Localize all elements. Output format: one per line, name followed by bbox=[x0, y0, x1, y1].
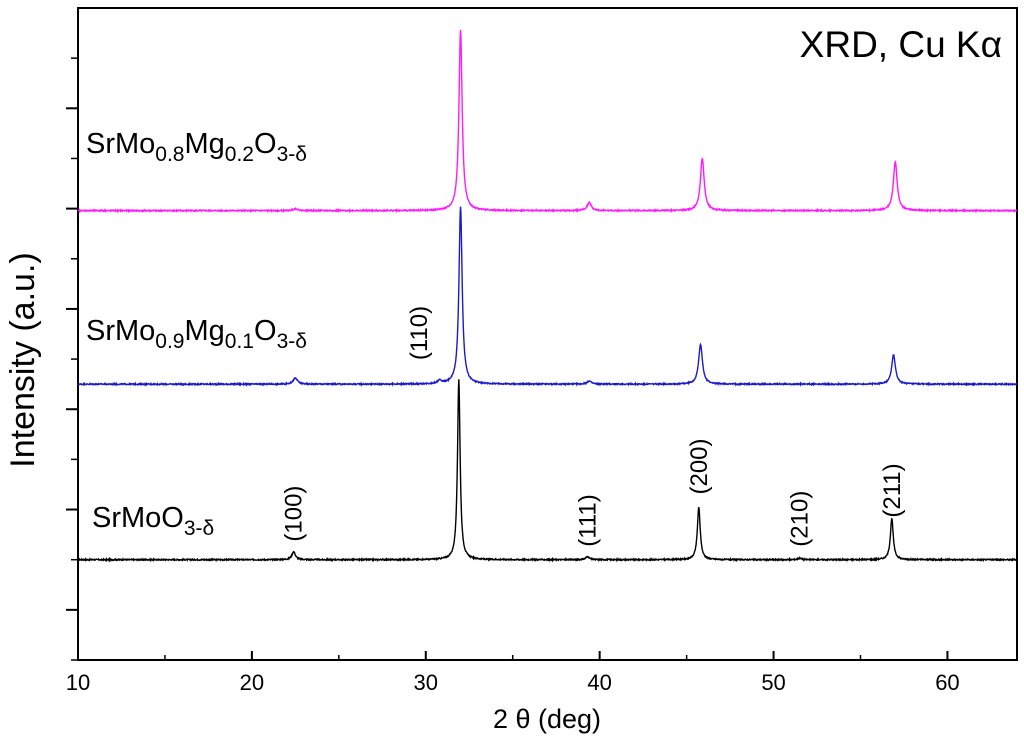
y-axis-ticks bbox=[66, 57, 78, 661]
series-label-mg01: SrMo0.9Mg0.1O3-δ bbox=[86, 315, 307, 353]
peak-label: (111) bbox=[575, 494, 602, 546]
series-lines bbox=[77, 29, 1018, 563]
x-tick-label: 20 bbox=[240, 670, 264, 695]
x-axis-label: 2 θ (deg) bbox=[493, 704, 601, 734]
peak-label: (110) bbox=[406, 306, 433, 360]
x-axis-ticks: 10 20 30 40 50 60 bbox=[66, 651, 960, 695]
series-line-2 bbox=[77, 29, 1018, 214]
plot-border bbox=[77, 7, 1018, 661]
plot-frame bbox=[77, 7, 1018, 661]
peak-labels: (100) (110) (111) (200) (210) (211) bbox=[281, 306, 906, 547]
y-axis-label: Intensity (a.u.) bbox=[4, 252, 42, 467]
peak-label: (100) bbox=[281, 486, 308, 542]
series-label-mg02: SrMo0.8Mg0.2O3-δ bbox=[86, 128, 307, 166]
peak-label: (211) bbox=[879, 463, 906, 517]
peak-label: (200) bbox=[686, 438, 713, 494]
x-tick-label: 10 bbox=[66, 670, 90, 695]
x-tick-label: 30 bbox=[414, 670, 438, 695]
x-tick-label: 60 bbox=[935, 670, 959, 695]
x-tick-label: 50 bbox=[761, 670, 785, 695]
series-line-1 bbox=[77, 206, 1018, 387]
peak-label: (210) bbox=[787, 491, 814, 547]
chart-title: XRD, Cu Kα bbox=[800, 24, 1002, 65]
series-label-srmoo3: SrMoO3-δ bbox=[92, 502, 214, 540]
series-line-0 bbox=[77, 379, 1018, 563]
x-tick-label: 40 bbox=[587, 670, 611, 695]
